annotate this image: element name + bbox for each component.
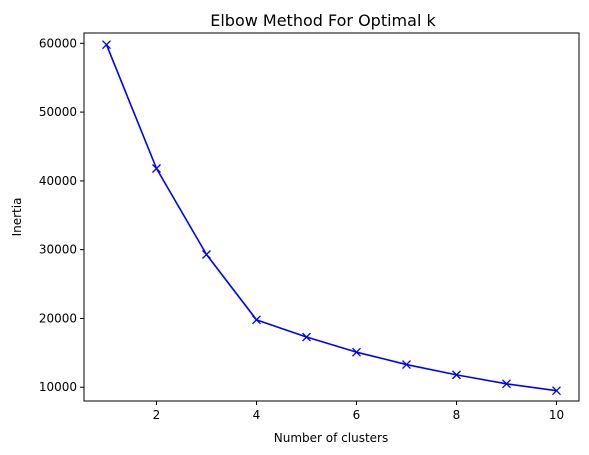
series-line (105, 44, 557, 392)
y-tick-label: 50000 (39, 105, 77, 119)
x-axis-label: Number of clusters (274, 431, 388, 445)
y-tick-label: 40000 (39, 174, 77, 188)
y-tick-label: 60000 (39, 36, 77, 50)
x-tick-label: 6 (353, 408, 361, 422)
y-axis-label: Inertia (10, 198, 24, 237)
data-point (352, 347, 361, 357)
y-axis: 10000 20000 30000 40000 50000 60000 (39, 36, 84, 394)
plot-frame (83, 32, 580, 402)
chart-title: Elbow Method For Optimal k (210, 11, 436, 30)
data-point (502, 379, 511, 389)
x-axis: 2 4 6 8 10 (153, 401, 564, 422)
data-point (302, 332, 311, 342)
data-point (152, 164, 161, 173)
x-tick-label: 10 (549, 408, 564, 422)
x-tick-label: 2 (153, 408, 161, 422)
data-point (452, 370, 461, 380)
data-point (552, 386, 561, 396)
plot-area: 2 4 6 8 10 10000 20000 30000 40000 50000 60000 (39, 32, 580, 422)
y-tick-label: 30000 (39, 243, 77, 257)
y-tick-label: 10000 (39, 380, 77, 394)
y-tick-label: 20000 (39, 311, 77, 325)
data-point (202, 250, 211, 259)
data-point (102, 40, 111, 50)
data-point (402, 360, 411, 370)
data-point (252, 315, 261, 325)
x-tick-label: 8 (453, 408, 461, 422)
x-tick-label: 4 (253, 408, 261, 422)
series-layer (102, 40, 561, 396)
